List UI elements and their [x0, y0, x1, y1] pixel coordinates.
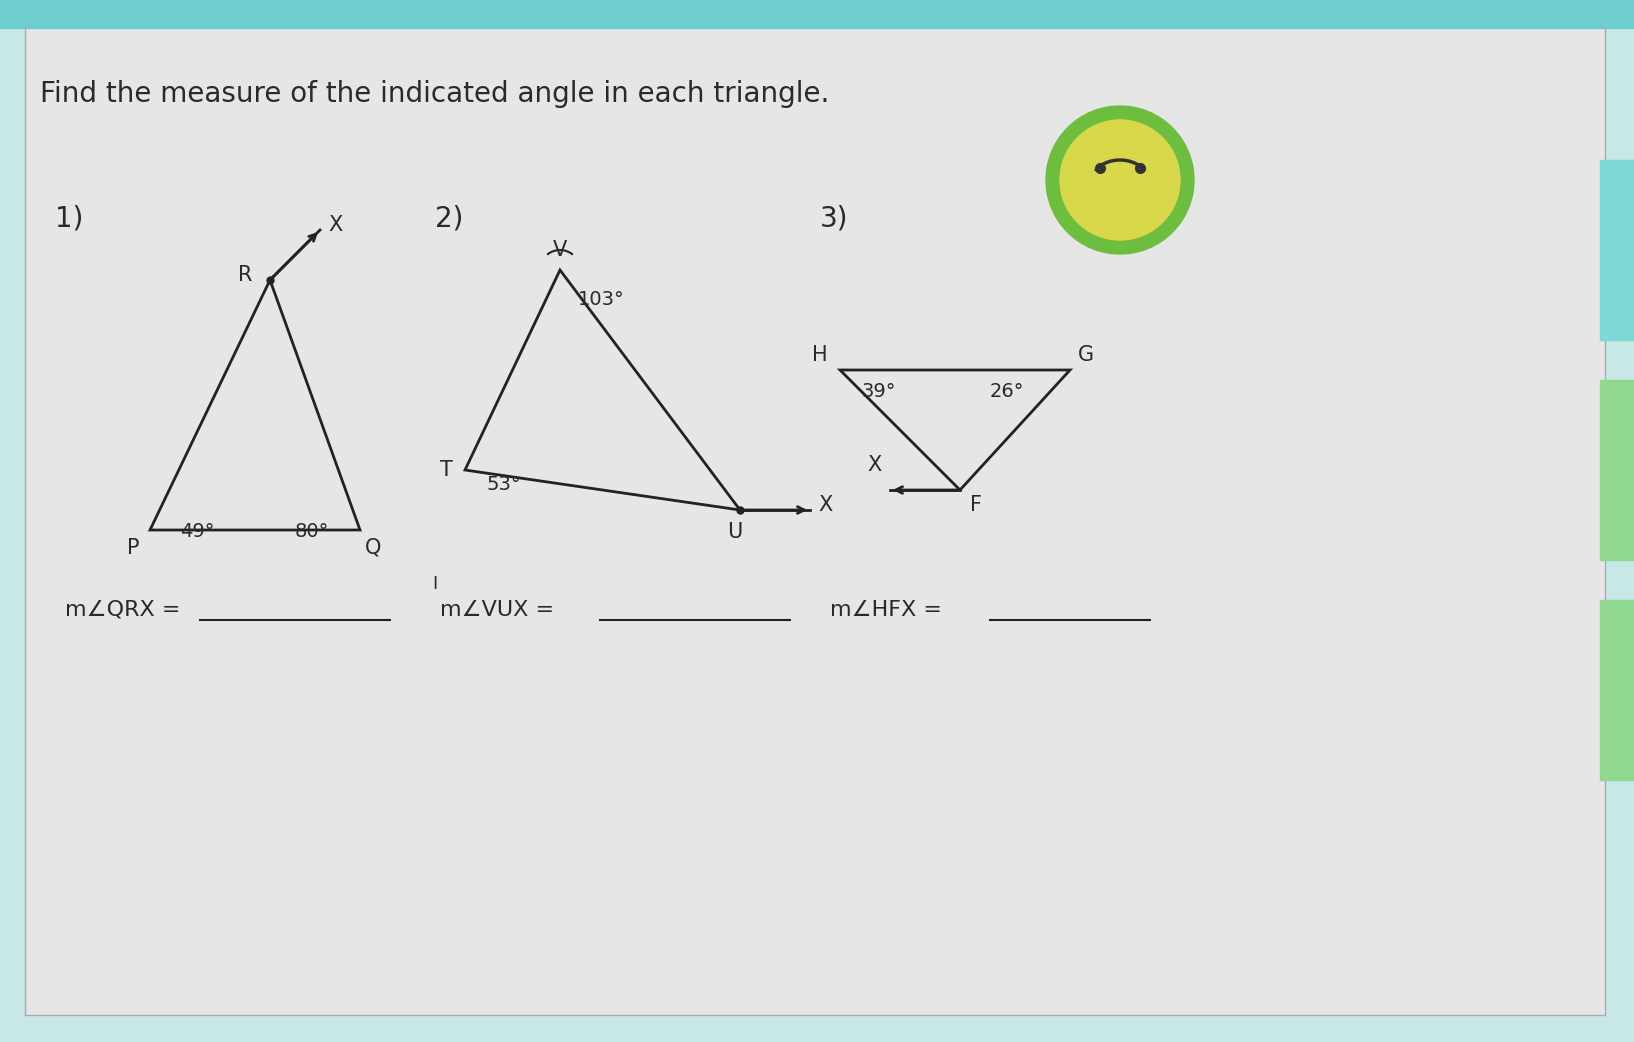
Text: X: X: [328, 215, 342, 235]
Text: H: H: [812, 345, 828, 365]
Text: 26°: 26°: [990, 382, 1025, 401]
Text: 80°: 80°: [296, 522, 330, 541]
Text: U: U: [727, 522, 743, 542]
Text: Find the measure of the indicated angle in each triangle.: Find the measure of the indicated angle …: [39, 80, 830, 108]
Text: V: V: [552, 240, 567, 260]
Text: m∠VUX =: m∠VUX =: [440, 600, 560, 620]
Circle shape: [1046, 106, 1194, 254]
Bar: [0, 0, 1634, 28]
Text: 103°: 103°: [578, 290, 624, 309]
Text: 39°: 39°: [863, 382, 897, 401]
Text: Q: Q: [364, 538, 381, 559]
Text: 49°: 49°: [180, 522, 214, 541]
Bar: [1600, 160, 1634, 340]
Text: 53°: 53°: [487, 475, 521, 494]
Text: X: X: [819, 495, 832, 515]
Text: 3): 3): [820, 205, 848, 233]
Bar: [1600, 600, 1634, 780]
Text: 2): 2): [435, 205, 464, 233]
Bar: [1600, 380, 1634, 560]
Circle shape: [1060, 120, 1180, 240]
Text: T: T: [440, 460, 453, 480]
Text: m∠QRX =: m∠QRX =: [65, 600, 188, 620]
Text: R: R: [237, 265, 252, 286]
Text: F: F: [971, 495, 982, 515]
Text: I: I: [433, 575, 438, 593]
Text: X: X: [868, 455, 882, 475]
Text: P: P: [127, 538, 141, 559]
Text: G: G: [1078, 345, 1095, 365]
FancyBboxPatch shape: [25, 25, 1605, 1015]
Text: 1): 1): [56, 205, 83, 233]
Text: m∠HFX =: m∠HFX =: [830, 600, 949, 620]
